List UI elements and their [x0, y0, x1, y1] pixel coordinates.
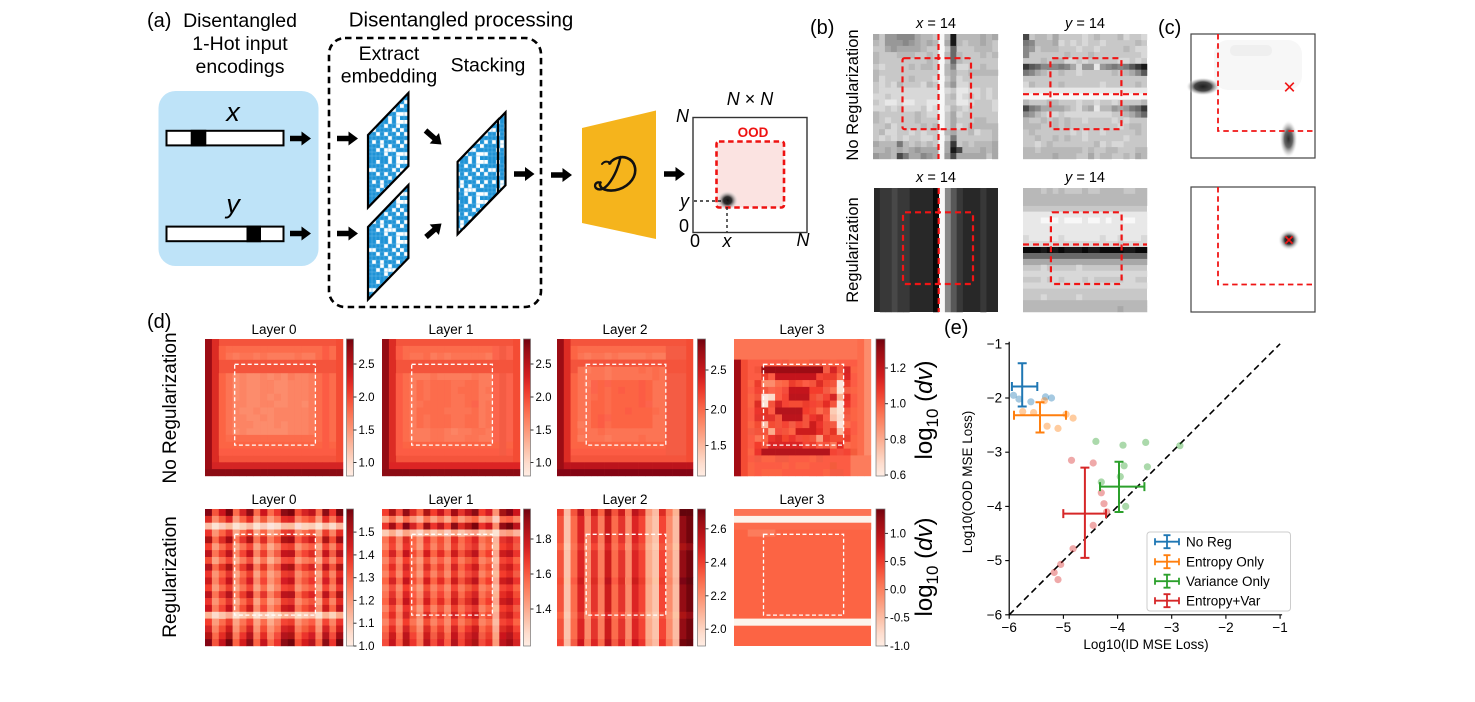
svg-text:1.0: 1.0	[890, 528, 906, 540]
svg-text:1.8: 1.8	[536, 534, 552, 546]
svg-text:1-Hot input: 1-Hot input	[192, 33, 288, 55]
svg-text:Extract: Extract	[359, 43, 420, 65]
svg-text:(c): (c)	[1158, 17, 1181, 39]
svg-text:No Reg: No Reg	[1186, 534, 1232, 549]
svg-text:2.0: 2.0	[536, 392, 552, 404]
svg-text:Entropy Only: Entropy Only	[1186, 554, 1264, 569]
svg-text:−6: −6	[1001, 620, 1016, 635]
svg-text:2.0: 2.0	[711, 624, 727, 636]
svg-text:embedding: embedding	[341, 66, 438, 88]
svg-text:1.4: 1.4	[359, 550, 376, 562]
svg-text:encodings: encodings	[196, 56, 285, 78]
svg-text:1.5: 1.5	[711, 441, 727, 453]
svg-text:N: N	[676, 106, 690, 126]
svg-text:Regularization: Regularization	[844, 197, 862, 302]
svg-text:2.0: 2.0	[711, 405, 727, 417]
svg-text:−2: −2	[987, 391, 1002, 406]
svg-text:Stacking: Stacking	[451, 55, 526, 77]
svg-text:1.5: 1.5	[359, 527, 375, 539]
svg-text:x = 14: x = 14	[915, 16, 956, 32]
svg-text:−5: −5	[987, 553, 1002, 568]
svg-text:Layer 3: Layer 3	[779, 492, 824, 507]
svg-text:-1.0: -1.0	[890, 641, 910, 653]
svg-text:Disentangled: Disentangled	[183, 10, 297, 32]
svg-text:2.5: 2.5	[536, 359, 552, 371]
svg-text:1.0: 1.0	[536, 458, 552, 470]
svg-text:0.5: 0.5	[890, 557, 906, 569]
svg-text:1.3: 1.3	[359, 573, 375, 585]
svg-text:1.4: 1.4	[536, 604, 553, 616]
svg-text:Layer 2: Layer 2	[602, 322, 647, 337]
svg-text:2.5: 2.5	[711, 365, 727, 377]
svg-text:2.2: 2.2	[711, 591, 727, 603]
svg-text:Layer 0: Layer 0	[251, 322, 296, 337]
svg-text:y = 14: y = 14	[1064, 16, 1105, 32]
svg-text:1.0: 1.0	[890, 399, 906, 411]
svg-text:Layer 1: Layer 1	[428, 492, 473, 507]
svg-text:−3: −3	[1164, 620, 1179, 635]
svg-text:N × N: N × N	[727, 89, 775, 109]
svg-text:x: x	[224, 97, 241, 127]
svg-text:No Regularization: No Regularization	[160, 332, 181, 483]
svg-text:1.6: 1.6	[536, 569, 552, 581]
svg-text:1.0: 1.0	[359, 458, 375, 470]
svg-text:y = 14: y = 14	[1064, 170, 1105, 186]
svg-text:−6: −6	[987, 607, 1002, 622]
svg-text:Log10(OOD MSE Loss): Log10(OOD MSE Loss)	[960, 411, 975, 554]
svg-text:−1: −1	[1272, 620, 1287, 635]
svg-text:(e): (e)	[944, 317, 968, 339]
svg-text:Log10(ID MSE Loss): Log10(ID MSE Loss)	[1083, 637, 1208, 652]
svg-text:Layer 1: Layer 1	[428, 322, 473, 337]
svg-text:x: x	[722, 231, 733, 251]
svg-text:(d): (d)	[147, 311, 171, 333]
svg-text:Layer 0: Layer 0	[251, 492, 296, 507]
svg-text:2.5: 2.5	[359, 359, 375, 371]
svg-text:−2: −2	[1218, 620, 1233, 635]
svg-text:2.6: 2.6	[711, 524, 727, 536]
svg-text:Entropy+Var: Entropy+Var	[1186, 593, 1261, 608]
svg-text:Disentangled processing: Disentangled processing	[349, 9, 574, 32]
svg-text:y: y	[678, 191, 690, 211]
svg-text:1.2: 1.2	[359, 595, 375, 607]
svg-text:Layer 3: Layer 3	[779, 322, 824, 337]
svg-text:0.6: 0.6	[890, 470, 906, 482]
svg-text:−1: −1	[987, 336, 1002, 351]
svg-text:No Regularization: No Regularization	[844, 29, 862, 160]
svg-text:(a): (a)	[147, 10, 171, 32]
svg-text:Layer 2: Layer 2	[602, 492, 647, 507]
svg-text:0: 0	[679, 216, 689, 236]
svg-text:0.8: 0.8	[890, 434, 906, 446]
svg-text:-0.5: -0.5	[890, 613, 910, 625]
svg-text:1.2: 1.2	[890, 363, 906, 375]
svg-text:0.0: 0.0	[890, 585, 906, 597]
svg-text:Variance Only: Variance Only	[1186, 574, 1270, 589]
svg-text:0: 0	[690, 231, 700, 251]
svg-text:1.5: 1.5	[536, 425, 552, 437]
svg-text:1.0: 1.0	[359, 641, 375, 653]
svg-text:Regularization: Regularization	[160, 516, 181, 637]
svg-text:1.1: 1.1	[359, 618, 375, 630]
svg-text:(b): (b)	[810, 17, 834, 39]
svg-text:2.0: 2.0	[359, 392, 375, 404]
svg-text:−5: −5	[1056, 620, 1071, 635]
svg-text:y: y	[224, 189, 241, 219]
svg-text:−4: −4	[1110, 620, 1126, 635]
svg-text:−4: −4	[987, 499, 1003, 514]
svg-text:2.4: 2.4	[711, 557, 728, 569]
svg-text:1.5: 1.5	[359, 425, 375, 437]
svg-text:x = 14: x = 14	[915, 170, 956, 186]
svg-text:N: N	[797, 230, 811, 250]
svg-text:−3: −3	[987, 445, 1002, 460]
svg-text:OOD: OOD	[738, 125, 769, 140]
